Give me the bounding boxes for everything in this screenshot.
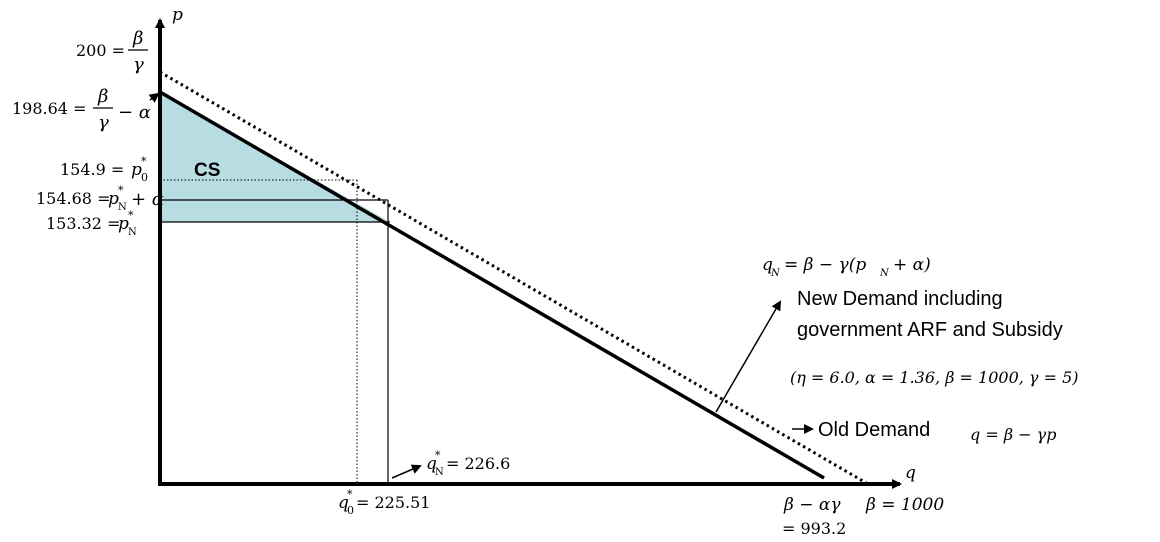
svg-text:β: β xyxy=(132,28,143,49)
svg-text:− α: − α xyxy=(118,102,151,123)
svg-text:q: q xyxy=(338,493,349,513)
svg-text:β: β xyxy=(97,86,108,107)
svg-text:154.68 =: 154.68 = xyxy=(36,189,110,208)
svg-text:+ α): + α) xyxy=(893,255,931,275)
svg-text:153.32 =: 153.32 = xyxy=(46,214,120,233)
svg-text:q: q xyxy=(426,454,437,474)
old-demand-label: Old Demand xyxy=(818,419,930,441)
svg-text:p: p xyxy=(118,214,129,234)
consumer-surplus-label: CS xyxy=(194,160,220,181)
x-axis-label: q xyxy=(905,463,916,483)
parameter-values: (η = 6.0, α = 1.36, β = 1000, γ = 5) xyxy=(790,368,1078,387)
new-demand-pointer xyxy=(715,300,782,413)
x-intercept-new-expr: β − αγ xyxy=(783,495,841,515)
new-demand-label-line2: government ARF and Subsidy xyxy=(797,319,1063,341)
svg-text:= β − γ(p: = β − γ(p xyxy=(784,255,866,275)
x-tick-qN: q * N = 226.6 xyxy=(391,449,510,479)
y-axis-label: p xyxy=(172,5,183,25)
svg-text:0: 0 xyxy=(347,504,354,517)
svg-text:p: p xyxy=(108,189,119,209)
svg-text:*: * xyxy=(435,449,441,462)
x-intercept-new-value: = 993.2 xyxy=(782,519,846,538)
svg-text:p: p xyxy=(131,160,142,180)
svg-text:*: * xyxy=(118,184,124,197)
old-demand-line xyxy=(159,70,869,486)
svg-text:γ: γ xyxy=(98,112,109,133)
svg-text:= 226.6: = 226.6 xyxy=(446,454,510,473)
svg-text:γ: γ xyxy=(133,54,144,75)
svg-text:198.64 =: 198.64 = xyxy=(12,99,86,118)
y-tick-154-68: 154.68 = p * N + α xyxy=(36,184,164,213)
x-intercept-old: β = 1000 xyxy=(865,495,944,515)
new-demand-line xyxy=(159,90,825,480)
svg-text:N: N xyxy=(128,227,137,238)
x-tick-q0: q * 0 = 225.51 xyxy=(338,488,430,517)
y-tick-154-9: 154.9 = p * 0 xyxy=(60,155,148,184)
svg-text:*: * xyxy=(141,155,147,168)
svg-text:+ α: + α xyxy=(131,189,164,210)
svg-text:*: * xyxy=(347,488,353,501)
svg-text:q: q xyxy=(762,255,773,275)
svg-text:N: N xyxy=(879,268,890,279)
svg-text:= 225.51: = 225.51 xyxy=(356,493,430,512)
svg-text:N: N xyxy=(435,467,444,478)
y-tick-200: 200 = β γ xyxy=(76,28,148,75)
y-tick-153-32: 153.32 = p * N xyxy=(46,209,137,238)
new-demand-label-line1: New Demand including xyxy=(797,288,1003,310)
svg-text:200 =: 200 = xyxy=(76,41,125,60)
old-demand-equation: q = β − γp xyxy=(970,425,1056,444)
y-tick-198-64: 198.64 = β γ − α xyxy=(12,86,160,133)
svg-text:*: * xyxy=(128,209,134,222)
svg-text:N: N xyxy=(770,268,781,279)
svg-text:154.9 =: 154.9 = xyxy=(60,160,124,179)
new-demand-equation: q N = β − γ(p N + α) xyxy=(762,255,931,279)
svg-text:N: N xyxy=(118,202,127,213)
svg-text:0: 0 xyxy=(141,171,148,184)
